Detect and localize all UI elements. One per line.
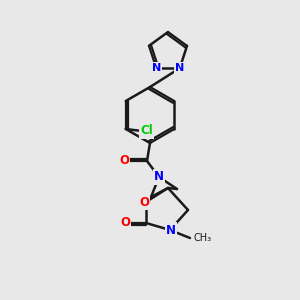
Text: O: O [120, 217, 130, 230]
Text: O: O [139, 196, 149, 208]
Text: N: N [175, 63, 184, 73]
Text: CH₃: CH₃ [194, 233, 212, 243]
Text: O: O [119, 154, 129, 167]
Text: Cl: Cl [140, 124, 153, 137]
Text: N: N [152, 63, 161, 73]
Text: N: N [154, 170, 164, 184]
Text: N: N [166, 224, 176, 236]
